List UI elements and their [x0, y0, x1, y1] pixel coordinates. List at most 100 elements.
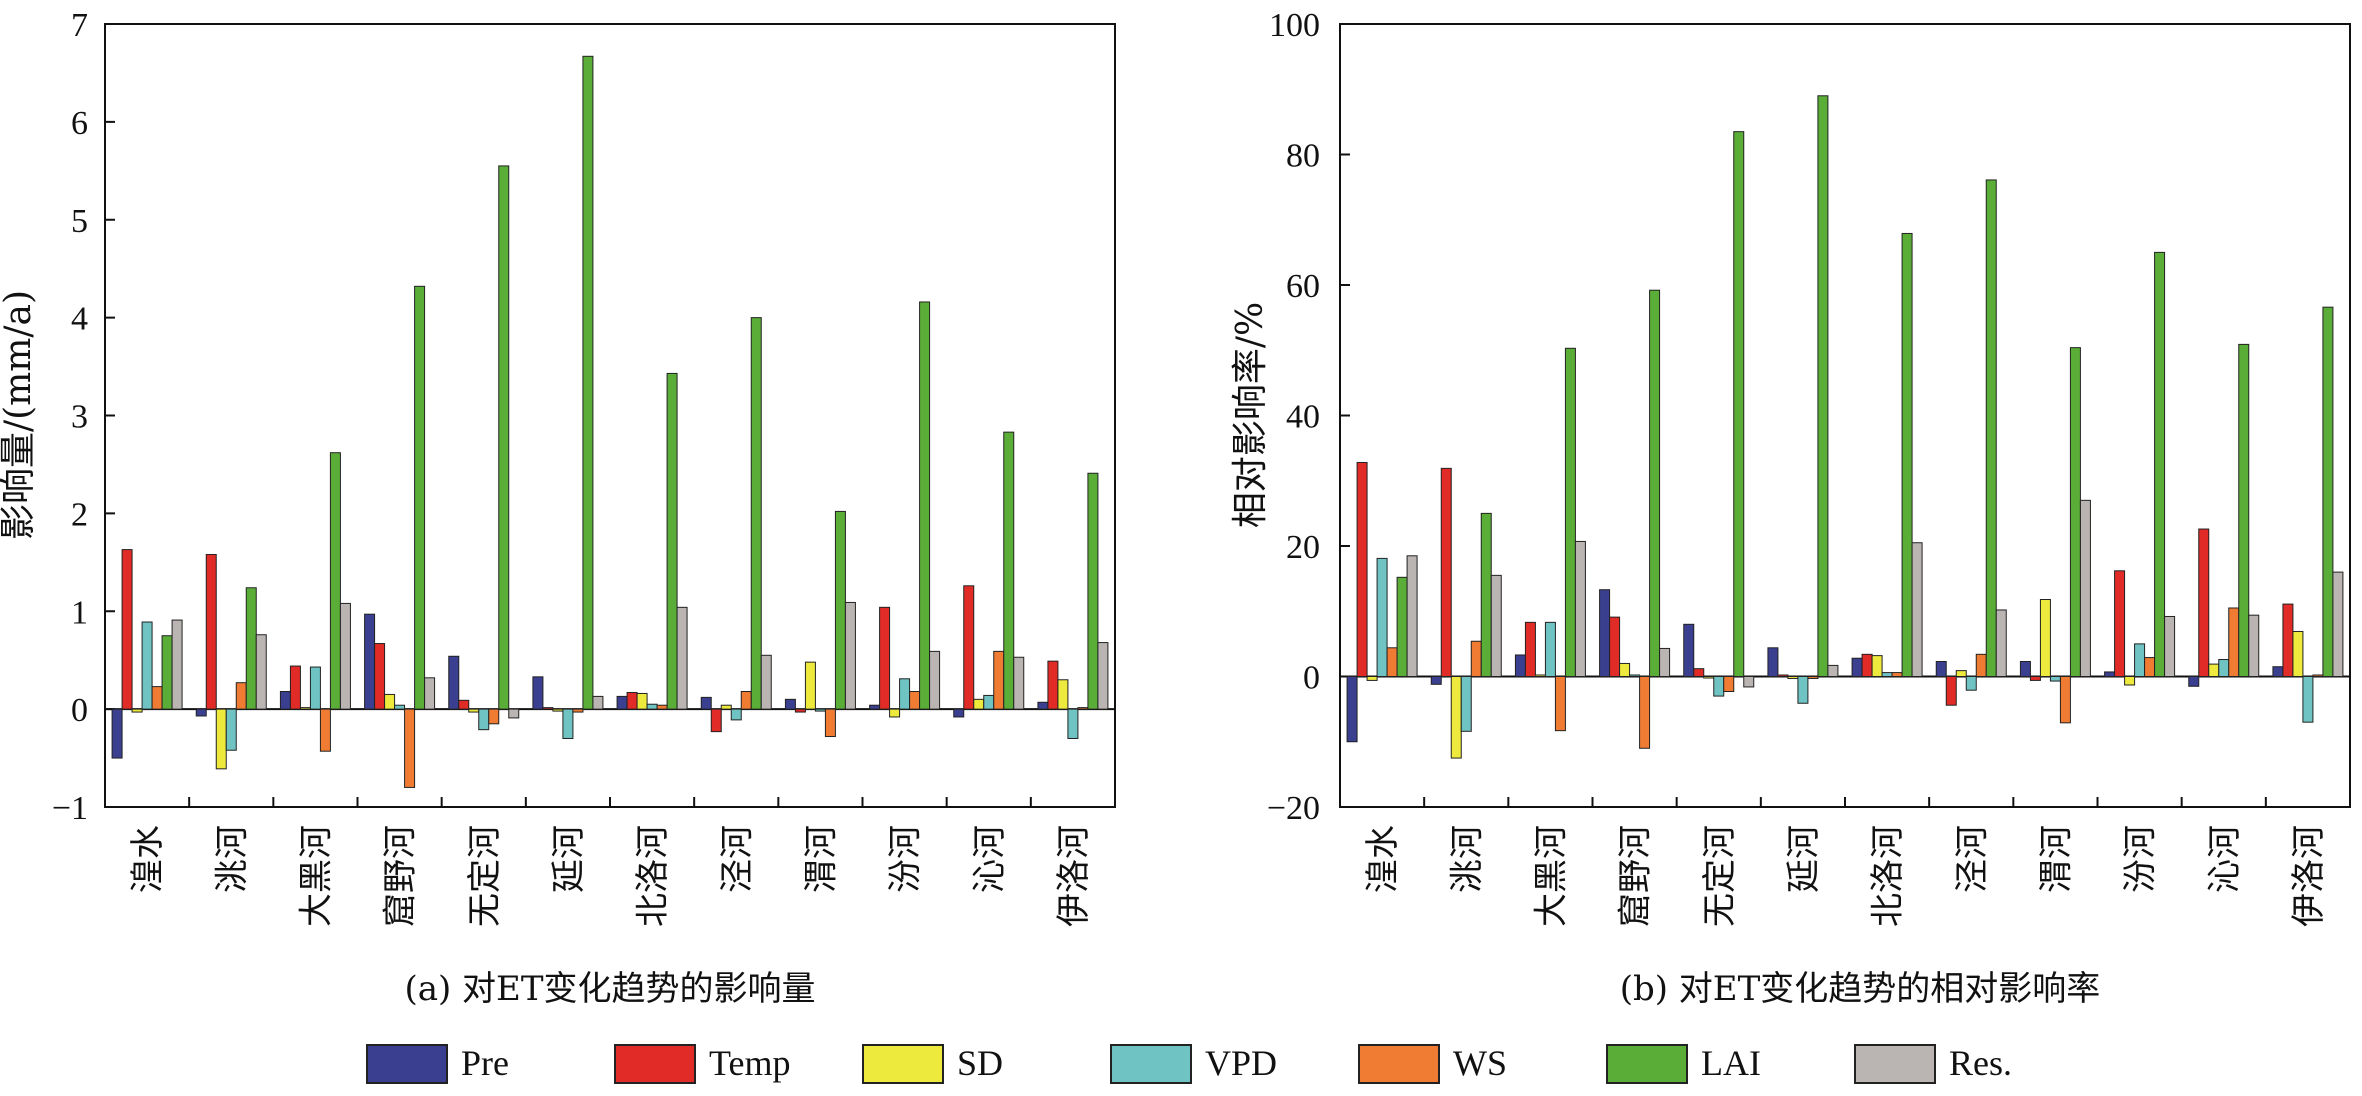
panel-b-bar-temp — [2114, 570, 2126, 677]
panel-a-bar-pre — [195, 708, 207, 717]
panel-a-bar-lai — [834, 510, 846, 710]
legend: Pre Temp SD VPD WS LAI Res. — [366, 1043, 2012, 1084]
panel-b-bar-lai — [1985, 179, 1997, 677]
legend-swatch-res — [1854, 1044, 1936, 1084]
panel-b-bar-vpd — [1376, 557, 1388, 678]
panel-b-y-tick-label: −20 — [1267, 790, 1320, 827]
panel-b-bar-ws — [2228, 607, 2240, 677]
panel-a-category-label: 无定河 — [465, 825, 505, 927]
panel-a-bar-res — [508, 708, 520, 719]
panel-a-bar-sd — [552, 708, 564, 712]
panel-b-bar-sd — [2292, 630, 2304, 677]
panel-b-bar-lai — [1733, 131, 1745, 678]
panel-a-bar-temp — [1047, 660, 1059, 710]
panel-a-bar-ws — [572, 708, 584, 713]
panel-a-bar-lai — [1003, 431, 1015, 710]
panel-a-bar-res — [592, 695, 604, 710]
panel-a-bar-ws — [319, 708, 331, 752]
panel-a-bar-sd — [468, 708, 480, 713]
panel-a-y-tick-label: 6 — [71, 105, 88, 142]
panel-b-bar-pre — [1599, 589, 1611, 678]
panel-b-bar-pre — [2188, 676, 2200, 687]
panel-a-bar-lai — [245, 587, 257, 710]
panel-b-bar-ws — [1386, 647, 1398, 677]
panel-b-bar-lai — [1564, 347, 1576, 677]
panel-b-plot-area: −20 0 20 40 60 80 100 湟水 洮河 大黑河 窟野河 无定河 延河 北洛河 泾河 渭河 汾河沁… — [1267, 7, 2351, 927]
panel-b-bar-lai — [1649, 289, 1661, 677]
panel-b-bar-pre — [1514, 654, 1526, 678]
panel-b-bar-res — [1911, 542, 1923, 677]
panel-a-bar-lai — [498, 165, 510, 710]
panel-a-y-tick-label: 0 — [71, 692, 88, 729]
panel-b-bar-ws — [1975, 653, 1987, 678]
panel-b-bar-vpd — [1965, 676, 1977, 691]
panel-b-bar-lai — [2322, 306, 2334, 677]
panel-a-category-label: 大黑河 — [296, 825, 336, 927]
panel-a-bar-pre — [616, 695, 628, 710]
panel-a-bar-ws — [151, 686, 163, 710]
panel-b-bar-pre — [1767, 647, 1779, 677]
panel-a-bar-res — [760, 654, 772, 710]
panel-b-bar-sd — [1787, 676, 1799, 679]
panel-b-bar-vpd — [2218, 659, 2230, 677]
panel-a-bar-lai — [161, 635, 173, 710]
panel-a-bar-res — [676, 606, 688, 710]
panel-b-bar-sd — [1534, 674, 1546, 677]
panel-b-bar-ws — [1891, 672, 1903, 678]
panel-a-bar-vpd — [1067, 708, 1079, 739]
panel-b-bar-res — [1490, 574, 1502, 677]
legend-swatch-pre — [366, 1044, 448, 1084]
panel-b-bar-lai — [2154, 251, 2166, 677]
panel-a-bar-lai — [919, 301, 931, 710]
panel-a-bar-res — [171, 619, 183, 710]
panel-b-bar-lai — [1817, 95, 1829, 677]
panel-b-bar-res — [2248, 614, 2260, 677]
panel-a-caption: (a) 对ET变化趋势的影响量 — [404, 969, 815, 1009]
panel-a-bar-sd — [720, 704, 732, 710]
panel-b-category-label: 窟野河 — [1616, 825, 1656, 927]
panel-b-bar-pre — [1851, 657, 1863, 677]
panel-a-bar-sd — [636, 692, 648, 710]
panel-b-bar-res — [1827, 664, 1839, 677]
panel-b-y-tick-label: 20 — [1286, 529, 1320, 566]
panel-a-bar-sd — [889, 708, 901, 718]
panel-a-bar-sd — [131, 708, 143, 713]
panel-a-bar-res — [1097, 642, 1109, 710]
panel-a-bar-pre — [1037, 701, 1049, 710]
panel-a-bar-sd — [384, 693, 396, 710]
panel-a-bar-pre — [279, 691, 291, 710]
panel-a-y-tick-label: 1 — [71, 594, 88, 631]
panel-b-bar-temp — [1609, 616, 1621, 677]
panel-b-bar-sd — [1871, 655, 1883, 677]
panel-b-category-label: 延河 — [1784, 825, 1824, 893]
panel-a-bar-sd — [1057, 679, 1069, 710]
panel-a-bar-sd — [299, 707, 311, 710]
panel-a-bar-temp — [879, 606, 891, 710]
panel-b-bar-pre — [2019, 660, 2031, 677]
panel-b-bar-temp — [2282, 603, 2294, 678]
panel-a-bar-ws — [993, 650, 1005, 710]
panel-b-caption: (b) 对ET变化趋势的相对影响率 — [1620, 969, 2101, 1009]
panel-a-bar-sd — [804, 661, 816, 710]
panel-b-bar-sd — [2208, 663, 2220, 677]
panel-a-bar-vpd — [646, 703, 658, 710]
panel-b-bar-res — [1574, 540, 1586, 677]
panel-b-bar-ws — [1639, 676, 1651, 749]
panel-a-bar-temp — [121, 549, 133, 710]
panel-b-bar-pre — [2272, 666, 2284, 678]
panel-a-category-label: 湟水 — [128, 825, 168, 893]
panel-b-category-label: 大黑河 — [1531, 825, 1571, 927]
panel-b-bar-temp — [1356, 461, 1368, 678]
panel-b-bar-temp — [1945, 676, 1957, 706]
panel-b-bar-ws — [1807, 676, 1819, 679]
legend-label: Pre — [461, 1043, 509, 1083]
panel-b-bar-pre — [2104, 671, 2116, 677]
panel-a-bar-lai — [666, 372, 678, 710]
panel-b-bar-res — [2164, 615, 2176, 677]
panel-a-bar-temp — [458, 699, 470, 710]
panel-b-relative-impact-rate: −20 0 20 40 60 80 100 湟水 洮河 大黑河 窟野河 无定河 延河 北洛河 泾河 渭河 汾河沁… — [1230, 7, 2351, 1009]
panel-a-bar-res — [929, 650, 941, 710]
panel-b-bar-ws — [1470, 640, 1482, 678]
panel-b-bar-sd — [1955, 670, 1967, 678]
